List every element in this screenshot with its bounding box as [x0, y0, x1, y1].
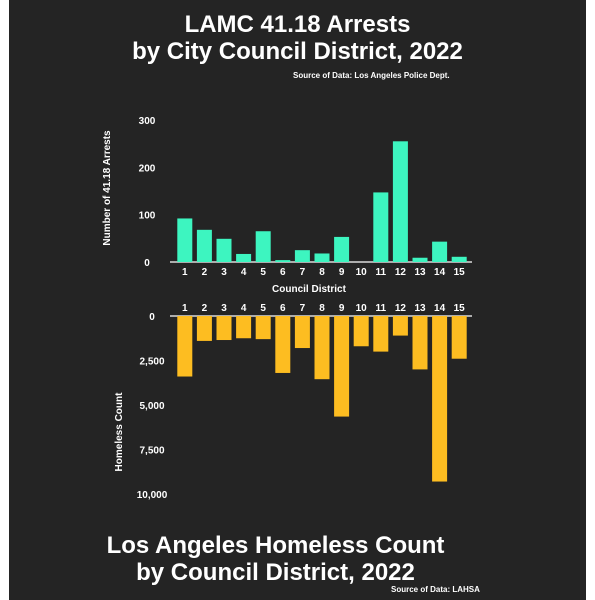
arrests-x-tick-6: 6	[280, 267, 286, 278]
arrests-x-tick-15: 15	[454, 267, 466, 278]
arrests-x-tick-11: 11	[376, 267, 387, 278]
homeless-bar-district-12	[392, 316, 408, 336]
arrests-x-tick-5: 5	[260, 267, 266, 278]
arrests-bar-district-7	[294, 250, 310, 262]
homeless-x-tick-14: 14	[434, 303, 446, 314]
arrests-bar-district-9	[334, 236, 350, 262]
homeless-bar-district-10	[353, 316, 369, 347]
homeless-x-tick-13: 13	[414, 303, 426, 314]
homeless-x-tick-1: 1	[182, 303, 188, 314]
homeless-x-tick-15: 15	[454, 303, 466, 314]
homeless-bar-district-14	[432, 316, 448, 482]
arrests-bar-district-3	[216, 238, 232, 262]
arrests-source-note: Source of Data: Los Angeles Police Dept.	[293, 71, 450, 80]
homeless-title-line1: Los Angeles Homeless Count	[106, 532, 445, 559]
arrests-x-tick-12: 12	[395, 267, 407, 278]
homeless-y-tick-0: 0	[149, 312, 155, 323]
homeless-x-tick-4: 4	[241, 303, 247, 314]
homeless-x-tick-6: 6	[280, 303, 286, 314]
arrests-x-tick-10: 10	[356, 267, 368, 278]
arrests-title-line1: LAMC 41.18 Arrests	[184, 11, 411, 38]
arrests-bar-district-8	[314, 253, 330, 262]
homeless-x-tick-3: 3	[221, 303, 227, 314]
arrests-title-line2: by City Council District, 2022	[132, 38, 463, 65]
arrests-x-tick-2: 2	[202, 267, 208, 278]
arrests-x-tick-9: 9	[339, 267, 345, 278]
homeless-bar-district-9	[334, 316, 350, 417]
homeless-chart-title: Los Angeles Homeless Count by Council Di…	[0, 532, 564, 586]
arrests-x-tick-7: 7	[300, 267, 306, 278]
arrests-bar-district-4	[236, 253, 252, 262]
homeless-y-tick-7,500: 7,500	[139, 446, 164, 457]
homeless-title-line2: by Council District, 2022	[136, 559, 415, 586]
arrests-bar-district-2	[196, 229, 212, 262]
arrests-y-tick-200: 200	[139, 163, 156, 174]
homeless-y-tick-5,000: 5,000	[139, 401, 164, 412]
homeless-x-tick-11: 11	[376, 303, 387, 314]
arrests-bar-district-6	[275, 260, 291, 262]
arrests-x-tick-4: 4	[241, 267, 247, 278]
chart-panel: LAMC 41.18 Arrests by City Council Distr…	[9, 0, 586, 600]
arrests-bar-district-5	[255, 231, 271, 262]
homeless-bar-district-13	[412, 316, 428, 370]
homeless-x-tick-7: 7	[300, 303, 306, 314]
arrests-y-axis-title: Number of 41.18 Arrests	[102, 130, 113, 246]
homeless-bar-district-6	[275, 316, 291, 373]
homeless-x-tick-10: 10	[356, 303, 368, 314]
homeless-source-note: Source of Data: LAHSA	[391, 585, 480, 594]
homeless-bar-district-1	[177, 316, 193, 377]
homeless-bar-district-15	[451, 316, 467, 359]
arrests-x-tick-14: 14	[434, 267, 446, 278]
arrests-bar-district-14	[432, 241, 448, 262]
arrests-chart-title: LAMC 41.18 Arrests by City Council Distr…	[9, 11, 586, 65]
arrests-x-tick-1: 1	[182, 267, 188, 278]
homeless-y-axis-title: Homeless Count	[114, 392, 125, 472]
arrests-x-tick-13: 13	[414, 267, 426, 278]
homeless-x-tick-8: 8	[319, 303, 325, 314]
arrests-x-tick-3: 3	[221, 267, 227, 278]
homeless-x-tick-5: 5	[260, 303, 266, 314]
arrests-bar-district-12	[392, 141, 408, 262]
arrests-bar-district-11	[373, 192, 389, 262]
homeless-bar-district-3	[216, 316, 232, 341]
homeless-bar-district-5	[255, 316, 271, 340]
homeless-bar-district-7	[294, 316, 310, 349]
council-district-axis-title: Council District	[272, 284, 347, 295]
arrests-bar-district-1	[177, 218, 193, 262]
arrests-y-tick-100: 100	[139, 211, 156, 222]
arrests-bar-district-15	[451, 256, 467, 262]
homeless-bar-district-2	[196, 316, 212, 341]
homeless-y-tick-2,500: 2,500	[139, 357, 164, 368]
homeless-bar-district-4	[236, 316, 252, 339]
homeless-x-tick-12: 12	[395, 303, 407, 314]
homeless-x-tick-9: 9	[339, 303, 345, 314]
homeless-bar-district-8	[314, 316, 330, 380]
arrests-y-tick-300: 300	[139, 116, 156, 127]
homeless-bar-district-11	[373, 316, 389, 352]
homeless-y-tick-10,000: 10,000	[137, 490, 168, 501]
arrests-y-tick-0: 0	[144, 258, 150, 269]
arrests-bar-district-13	[412, 257, 428, 262]
homeless-x-tick-2: 2	[202, 303, 208, 314]
arrests-x-tick-8: 8	[319, 267, 325, 278]
